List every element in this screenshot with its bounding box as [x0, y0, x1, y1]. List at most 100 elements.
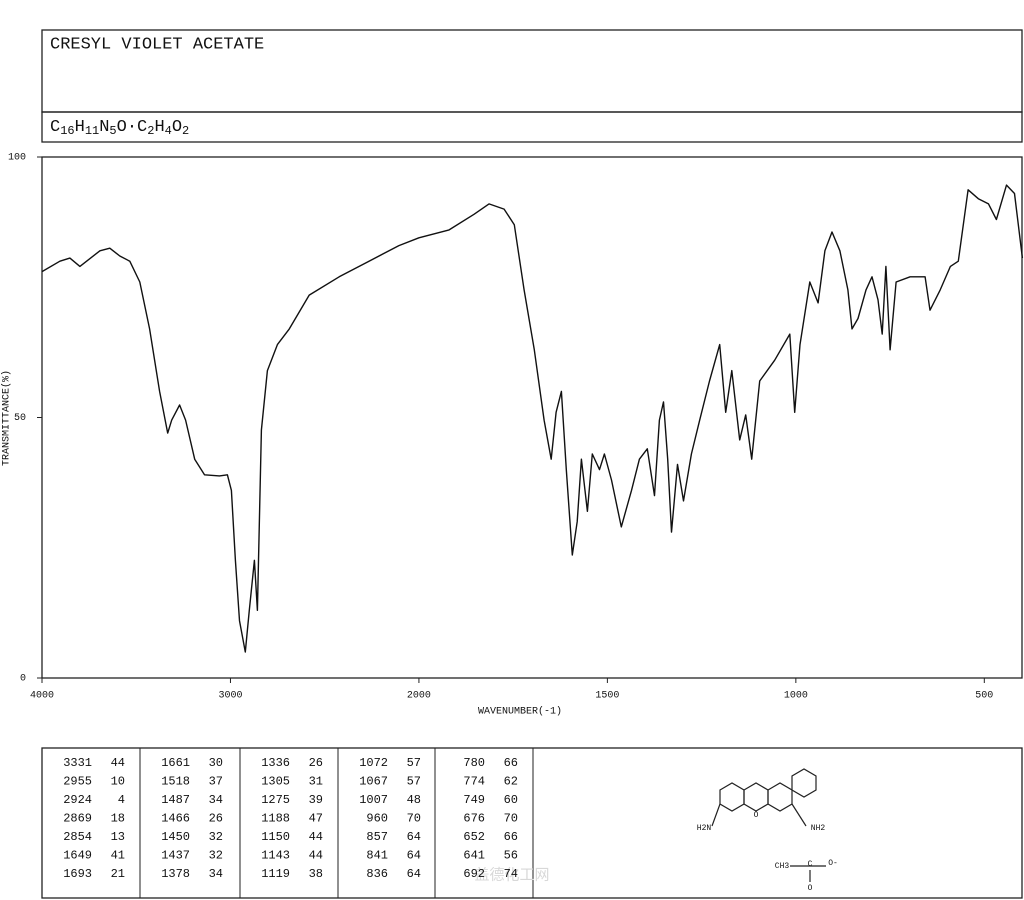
peak-transmittance: 18 — [111, 812, 125, 826]
peak-transmittance: 32 — [209, 849, 223, 863]
peak-transmittance: 26 — [309, 756, 323, 770]
peak-transmittance: 34 — [209, 867, 223, 881]
peak-wavenumber: 641 — [463, 849, 485, 863]
table-frame — [41, 747, 1023, 899]
peak-transmittance: 44 — [309, 849, 323, 863]
peak-transmittance: 57 — [407, 775, 421, 789]
x-tick-label: 1500 — [595, 691, 619, 702]
peak-wavenumber: 1067 — [359, 775, 388, 789]
x-tick-label: 500 — [975, 691, 993, 702]
peak-wavenumber: 749 — [463, 793, 485, 807]
peak-wavenumber: 1649 — [63, 849, 92, 863]
peak-wavenumber: 1378 — [161, 867, 190, 881]
peak-transmittance: 70 — [407, 812, 421, 826]
peak-transmittance: 47 — [309, 812, 323, 826]
watermark: 盖德化工网 — [474, 866, 549, 884]
peak-transmittance: 21 — [111, 867, 125, 881]
peak-wavenumber: 1336 — [261, 756, 290, 770]
peak-wavenumber: 780 — [463, 756, 485, 770]
peak-wavenumber: 1275 — [261, 793, 290, 807]
peak-transmittance: 57 — [407, 756, 421, 770]
peak-wavenumber: 1143 — [261, 849, 290, 863]
peak-wavenumber: 1437 — [161, 849, 190, 863]
peak-wavenumber: 1119 — [261, 867, 290, 881]
peak-wavenumber: 2869 — [63, 812, 92, 826]
peak-wavenumber: 1007 — [359, 793, 388, 807]
peak-transmittance: 41 — [111, 849, 125, 863]
peak-transmittance: 26 — [209, 812, 223, 826]
x-tick-label: 1000 — [784, 691, 808, 702]
structure-label: C — [808, 860, 813, 869]
bond — [791, 803, 807, 827]
peak-transmittance: 44 — [111, 756, 125, 770]
y-tick-label: 50 — [14, 413, 26, 424]
spectrum-line — [41, 184, 1024, 653]
peak-transmittance: 64 — [407, 830, 421, 844]
structure-label: O — [808, 884, 813, 893]
peak-wavenumber: 2854 — [63, 830, 92, 844]
bond — [711, 803, 721, 827]
structure-label: NH2 — [811, 824, 826, 833]
peak-wavenumber: 960 — [366, 812, 388, 826]
ring — [791, 768, 817, 798]
peak-transmittance: 13 — [111, 830, 125, 844]
title: CRESYL VIOLET ACETATE — [50, 35, 264, 54]
peak-transmittance: 62 — [504, 775, 518, 789]
peak-wavenumber: 692 — [463, 867, 485, 881]
peak-transmittance: 37 — [209, 775, 223, 789]
peak-transmittance: 38 — [309, 867, 323, 881]
x-tick-label: 4000 — [30, 691, 54, 702]
peak-transmittance: 66 — [504, 756, 518, 770]
peak-wavenumber: 2955 — [63, 775, 92, 789]
peak-wavenumber: 3331 — [63, 756, 92, 770]
peak-wavenumber: 836 — [366, 867, 388, 881]
structure-label: H2N — [697, 824, 712, 833]
peak-wavenumber: 841 — [366, 849, 388, 863]
peak-transmittance: 60 — [504, 793, 518, 807]
structure-label: O- — [828, 859, 838, 868]
peak-wavenumber: 2924 — [63, 793, 92, 807]
peak-transmittance: 64 — [407, 867, 421, 881]
y-tick-label: 0 — [20, 674, 26, 685]
peak-wavenumber: 1305 — [261, 775, 290, 789]
peak-wavenumber: 1072 — [359, 756, 388, 770]
structure-label: O — [754, 811, 759, 820]
peak-table — [41, 747, 1023, 899]
peak-transmittance: 64 — [407, 849, 421, 863]
ring — [767, 782, 793, 812]
peak-wavenumber: 857 — [366, 830, 388, 844]
y-tick-label: 100 — [8, 153, 26, 164]
peak-transmittance: 48 — [407, 793, 421, 807]
structure-label: CH3 — [775, 862, 790, 871]
peak-wavenumber: 1487 — [161, 793, 190, 807]
peak-wavenumber: 1518 — [161, 775, 190, 789]
peak-transmittance: 34 — [209, 793, 223, 807]
peak-wavenumber: 1188 — [261, 812, 290, 826]
peak-transmittance: 74 — [504, 867, 518, 881]
peak-transmittance: 32 — [209, 830, 223, 844]
peak-transmittance: 39 — [309, 793, 323, 807]
peak-transmittance: 66 — [504, 830, 518, 844]
peak-transmittance: 70 — [504, 812, 518, 826]
peak-wavenumber: 1466 — [161, 812, 190, 826]
peak-transmittance: 30 — [209, 756, 223, 770]
x-tick-label: 2000 — [407, 691, 431, 702]
peak-wavenumber: 1693 — [63, 867, 92, 881]
formula: C16H11N5O·C2H4O2 — [50, 118, 189, 138]
peak-wavenumber: 676 — [463, 812, 485, 826]
ring — [743, 782, 769, 812]
peak-transmittance: 31 — [309, 775, 323, 789]
x-tick-label: 3000 — [218, 691, 242, 702]
peak-wavenumber: 774 — [463, 775, 485, 789]
peak-wavenumber: 652 — [463, 830, 485, 844]
peak-transmittance: 4 — [118, 793, 125, 807]
plot-frame — [41, 156, 1023, 679]
peak-transmittance: 56 — [504, 849, 518, 863]
peak-wavenumber: 1450 — [161, 830, 190, 844]
peak-transmittance: 10 — [111, 775, 125, 789]
peak-wavenumber: 1150 — [261, 830, 290, 844]
structure — [711, 768, 826, 882]
ring — [719, 782, 745, 812]
peak-wavenumber: 1661 — [161, 756, 190, 770]
